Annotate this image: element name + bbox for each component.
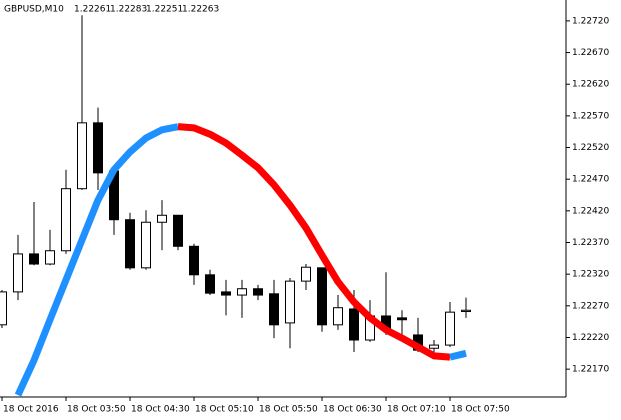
y-tick-label: 1.22620 bbox=[572, 80, 609, 90]
candle-body bbox=[333, 307, 343, 326]
candle-body bbox=[189, 245, 199, 276]
candle-body bbox=[237, 288, 247, 296]
candle-body bbox=[429, 344, 439, 349]
candle-body bbox=[349, 308, 359, 341]
header-value: 1.22261 bbox=[74, 5, 111, 15]
candle-body bbox=[269, 293, 279, 326]
candle-body bbox=[205, 274, 215, 294]
x-tick-label: 18 Oct 05:50 bbox=[259, 405, 318, 415]
x-tick-label: 18 Oct 07:10 bbox=[387, 405, 446, 415]
candle-body bbox=[45, 250, 55, 265]
y-tick-label: 1.22670 bbox=[572, 48, 609, 58]
candle-body bbox=[29, 253, 39, 265]
candle-body bbox=[61, 188, 71, 252]
candle-body bbox=[13, 253, 23, 293]
y-tick-label: 1.22520 bbox=[572, 143, 609, 153]
symbol: GBPUSD,M10 bbox=[4, 5, 64, 15]
header-value: 1.22283 bbox=[110, 5, 147, 15]
x-tick-label: 18 Oct 05:10 bbox=[195, 405, 254, 415]
y-tick-label: 1.22470 bbox=[572, 175, 609, 185]
header-value: 1.22251 bbox=[146, 5, 183, 15]
header-value: 1.22263 bbox=[182, 5, 219, 15]
candle-body bbox=[445, 311, 455, 346]
candle-body bbox=[221, 291, 231, 296]
x-tick-label: 18 Oct 03:50 bbox=[67, 405, 126, 415]
y-tick-label: 1.22570 bbox=[572, 111, 609, 121]
candle-body bbox=[301, 266, 311, 282]
y-tick-label: 1.22320 bbox=[572, 270, 609, 280]
y-tick-label: 1.22270 bbox=[572, 301, 609, 311]
x-tick-label: 18 Oct 07:50 bbox=[451, 405, 510, 415]
candle-body bbox=[77, 122, 87, 190]
candle-body bbox=[461, 309, 471, 313]
candle-body bbox=[0, 291, 7, 326]
candle-body bbox=[173, 214, 183, 247]
candle-body bbox=[125, 219, 135, 269]
candle-body bbox=[93, 122, 103, 174]
y-tick-label: 1.22420 bbox=[572, 206, 609, 216]
candle-body bbox=[317, 267, 327, 326]
y-tick-label: 1.22370 bbox=[572, 238, 609, 248]
candle-body bbox=[253, 288, 263, 296]
x-tick-label: 18 Oct 2016 bbox=[3, 405, 59, 415]
ma-line bbox=[14, 123, 179, 397]
x-tick-label: 18 Oct 04:30 bbox=[131, 405, 190, 415]
candle-body bbox=[285, 280, 295, 324]
ma-line bbox=[449, 349, 467, 361]
candle-body bbox=[157, 214, 167, 223]
ma-line bbox=[177, 123, 451, 361]
y-tick-label: 1.22170 bbox=[572, 365, 609, 375]
y-tick-label: 1.22220 bbox=[572, 333, 609, 343]
y-tick-label: 1.22720 bbox=[572, 16, 609, 26]
candle-body bbox=[141, 221, 151, 269]
candle-body bbox=[397, 317, 407, 321]
x-tick-label: 18 Oct 06:30 bbox=[323, 405, 382, 415]
